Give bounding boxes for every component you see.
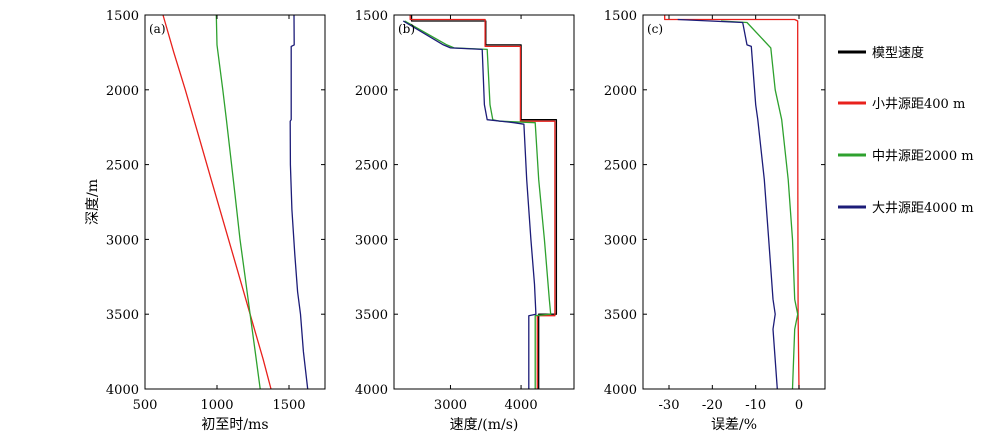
panel-a-ytick-label: 3000: [106, 233, 139, 248]
panel-b-ytick-label: 2500: [355, 159, 388, 174]
panel-c-series-small-offset: [664, 15, 800, 390]
legend-item-small-offset: 小井源距400 m: [838, 97, 965, 112]
panel-a-ytick-label: 4000: [106, 383, 139, 398]
panel-c-xlabel: 误差/%: [711, 417, 757, 433]
panel-c-ytick-label: 3500: [604, 308, 637, 323]
legend-item-large-offset: 大井源距4000 m: [838, 201, 974, 216]
panel-a-ytick-label: 3500: [106, 308, 139, 323]
panel-c-tag: (c): [647, 22, 663, 36]
panel-b-frame: [393, 14, 575, 390]
legend-label-small-offset: 小井源距400 m: [872, 97, 965, 112]
panel-b-tag: (b): [398, 22, 415, 36]
panel-a-ylabel: 深度/m: [85, 179, 101, 225]
panel-c-ytick-label: 1500: [604, 9, 637, 24]
panel-a-xlabel: 初至时/ms: [201, 416, 268, 433]
panel-c-ytick-label: 2500: [604, 159, 637, 174]
panel-a-series-medium-offset: [215, 14, 261, 390]
panel-a-ytick-label: 1500: [106, 9, 139, 24]
panel-a-tag: (a): [149, 22, 166, 36]
panel-a-series-large-offset: [289, 14, 309, 390]
legend: 模型速度 小井源距400 m 中井源距2000 m 大井源距4000 m: [838, 45, 974, 216]
panel-a-frame: [144, 14, 326, 390]
panel-c-xtick-label: 0: [795, 398, 803, 413]
panel-a-ytick-label: 2500: [106, 159, 139, 174]
panel-b-xtick-label: 4000: [505, 398, 538, 413]
panel-b-xtick-label: 3000: [434, 398, 467, 413]
legend-label-medium-offset: 中井源距2000 m: [872, 149, 974, 164]
panel-b-ytick-label: 3000: [355, 233, 388, 248]
panel-a-series-small-offset: [162, 14, 272, 390]
legend-label-model: 模型速度: [872, 45, 924, 61]
panel-a: (a) 500 1000 1500150020002500300035004000 …: [85, 9, 326, 433]
legend-item-medium-offset: 中井源距2000 m: [838, 149, 974, 164]
panel-b-series-large-offset: [402, 20, 537, 389]
panel-c-xtick-label: -30: [659, 398, 680, 413]
panel-c: (c) -30 -20 -10 0 1500 2000 2500 3000 3500 4000 误…: [604, 9, 826, 433]
panel-c-lines: [664, 15, 800, 390]
panel-b-xlabel: 速度/(m/s): [450, 417, 519, 433]
legend-item-model: 模型速度: [838, 45, 924, 61]
panel-c-ytick-label: 3000: [604, 233, 637, 248]
panel-b: (b) 3000 4000 1500 2000 2500 3000 3500 4000 速度/…: [355, 9, 575, 433]
legend-label-large-offset: 大井源距4000 m: [872, 201, 974, 216]
panel-c-series-large-offset: [677, 18, 778, 390]
panel-c-ticks: -30 -20 -10 0 1500 2000 2500 3000 3500 4000: [604, 9, 825, 413]
panel-a-ticks: 500 1000 1500 1500 2000 2500 3000 3500 4000: [106, 9, 325, 413]
panel-b-lines: [402, 15, 558, 389]
panel-c-ytick-label: 2000: [604, 84, 637, 99]
panel-a-xtick-label: 500: [133, 398, 158, 413]
panel-b-ytick-label: 1500: [355, 9, 388, 24]
panel-b-ticks: 3000 4000 1500 2000 2500 3000 3500 4000: [355, 9, 574, 413]
panel-c-xtick-label: -10: [745, 398, 766, 413]
panel-b-ytick-label: 3500: [355, 308, 388, 323]
panel-a-lines: [162, 14, 309, 390]
panel-a-xtick-label: 1500: [272, 398, 305, 413]
panel-b-ytick-label: 4000: [355, 383, 388, 398]
panel-c-xtick-label: -20: [702, 398, 723, 413]
panel-a-ytick-label: 2000: [106, 84, 139, 99]
panel-c-frame: [642, 14, 826, 390]
panel-b-series-small-offset: [409, 15, 556, 389]
panel-b-ytick-label: 2000: [355, 84, 388, 99]
panel-c-ytick-label: 4000: [604, 383, 637, 398]
panel-c-series-medium-offset: [720, 20, 799, 390]
panel-a-xtick-label: 1000: [200, 398, 233, 413]
